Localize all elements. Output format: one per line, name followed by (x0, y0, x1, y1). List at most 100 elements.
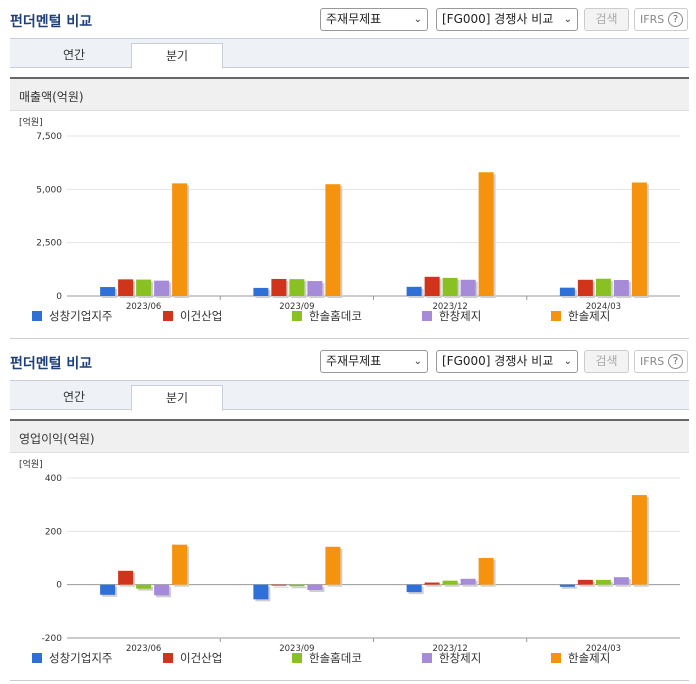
legend-swatch (163, 653, 173, 663)
ifrs-help-button[interactable]: IFRS ? (634, 350, 688, 373)
bar (154, 280, 170, 296)
bar (478, 558, 494, 585)
legend-label: 한창제지 (439, 651, 481, 665)
legend-swatch (32, 311, 42, 321)
legend-label: 이건산업 (180, 309, 222, 323)
bar (118, 570, 134, 585)
y-tick-label: 0 (56, 292, 62, 302)
legend-label: 이건산업 (180, 651, 222, 665)
chevron-down-icon: ⌄ (413, 14, 422, 25)
bar (136, 584, 152, 589)
y-tick-label: 400 (45, 474, 62, 484)
chart-header: 매출액(억원) (10, 79, 689, 111)
x-tick-label: 2023/06 (126, 644, 161, 654)
bar-shadow (273, 586, 289, 588)
compare-select[interactable]: [FG000] 경쟁사 비교 ⌄ (436, 8, 578, 31)
bar (325, 184, 341, 296)
bar (136, 279, 152, 296)
bar (172, 183, 188, 296)
bar (442, 277, 458, 296)
legend-swatch (551, 311, 561, 321)
y-tick-label: 5,000 (36, 185, 62, 195)
fundamental-panel-sales: 펀더멘털 비교 주재무제표 ⌄ [FG000] 경쟁사 비교 ⌄ 검색 IFRS… (10, 8, 689, 339)
bar (613, 280, 629, 296)
legend-swatch (292, 653, 302, 663)
ifrs-label: IFRS (640, 355, 665, 368)
tab-quarterly[interactable]: 분기 (131, 43, 223, 69)
bar (307, 584, 323, 590)
bar (271, 584, 287, 586)
fundamental-panel-operating-profit: 펀더멘털 비교 주재무제표 ⌄ [FG000] 경쟁사 비교 ⌄ 검색 IFRS… (0, 342, 696, 684)
bar-shadow (444, 582, 460, 587)
tab-annual[interactable]: 연간 (62, 390, 86, 404)
bar (406, 584, 422, 593)
bar-shadow (138, 586, 154, 591)
bar (325, 546, 341, 585)
bar (559, 287, 575, 296)
x-tick-label: 2023/12 (432, 302, 467, 312)
x-tick-label: 2024/03 (586, 302, 621, 312)
x-tick-label: 2023/12 (432, 644, 467, 654)
search-button[interactable]: 검색 (584, 350, 629, 373)
tab-quarterly[interactable]: 분기 (131, 385, 223, 411)
statement-select-value: 주재무제표 (326, 12, 382, 26)
bar (577, 579, 593, 585)
compare-select-value: [FG000] 경쟁사 비교 (442, 12, 554, 26)
chevron-down-icon: ⌄ (563, 356, 572, 367)
legend-label: 한솔홈데코 (309, 309, 362, 323)
panel-title: 펀더멘털 비교 (10, 14, 93, 30)
search-button[interactable]: 검색 (584, 8, 629, 31)
y-axis-unit-label: [억원] (19, 458, 43, 470)
statement-select[interactable]: 주재무제표 ⌄ (320, 8, 428, 31)
legend-swatch (292, 311, 302, 321)
bar (289, 584, 305, 587)
period-tabs: 연간 분기 (10, 380, 689, 411)
y-axis-unit-label: [억원] (19, 116, 43, 128)
statement-select[interactable]: 주재무제표 ⌄ (320, 350, 428, 373)
help-icon: ? (668, 354, 683, 369)
bar (253, 287, 269, 296)
bar-shadow (561, 586, 577, 589)
bar (460, 578, 476, 585)
chevron-down-icon: ⌄ (413, 356, 422, 367)
bar (595, 579, 611, 585)
bar-shadow (291, 586, 307, 589)
bar (271, 278, 287, 296)
bar (118, 279, 134, 296)
y-tick-label: 2,500 (36, 239, 62, 249)
bar (253, 584, 269, 600)
bar (613, 577, 629, 585)
bar (154, 584, 170, 596)
statement-select-value: 주재무제표 (326, 354, 382, 368)
bar (424, 276, 440, 296)
x-tick-label: 2023/06 (126, 302, 161, 312)
legend-label: 한솔제지 (568, 309, 610, 323)
ifrs-help-button[interactable]: IFRS ? (634, 8, 688, 31)
y-tick-label: 0 (56, 581, 62, 591)
compare-select[interactable]: [FG000] 경쟁사 비교 ⌄ (436, 350, 578, 373)
chart-header: 영업이익(억원) (10, 421, 689, 453)
bar (460, 279, 476, 296)
bar (631, 495, 647, 585)
tab-annual[interactable]: 연간 (62, 48, 86, 62)
bar (307, 281, 323, 296)
y-tick-label: 7,500 (36, 132, 62, 142)
chart-container: 영업이익(억원) (10, 419, 689, 681)
chart-container: 매출액(억원) (10, 77, 689, 339)
legend-swatch (551, 653, 561, 663)
legend-label: 성창기업지주 (49, 651, 112, 665)
x-tick-label: 2023/09 (279, 302, 314, 312)
bar (406, 286, 422, 296)
compare-select-value: [FG000] 경쟁사 비교 (442, 354, 554, 368)
bar (442, 580, 458, 585)
legend-label: 한솔홈데코 (309, 651, 362, 665)
legend-swatch (422, 653, 432, 663)
legend-swatch (163, 311, 173, 321)
operating-profit-bar-chart: [억원] -200 0 200 400 2023/06 2023/09 2023/12 202… (19, 458, 680, 665)
bar (289, 279, 305, 296)
bar (172, 544, 188, 585)
legend-label: 한솔제지 (568, 651, 610, 665)
bar (100, 287, 116, 296)
bar (631, 182, 647, 296)
bar (559, 584, 575, 587)
